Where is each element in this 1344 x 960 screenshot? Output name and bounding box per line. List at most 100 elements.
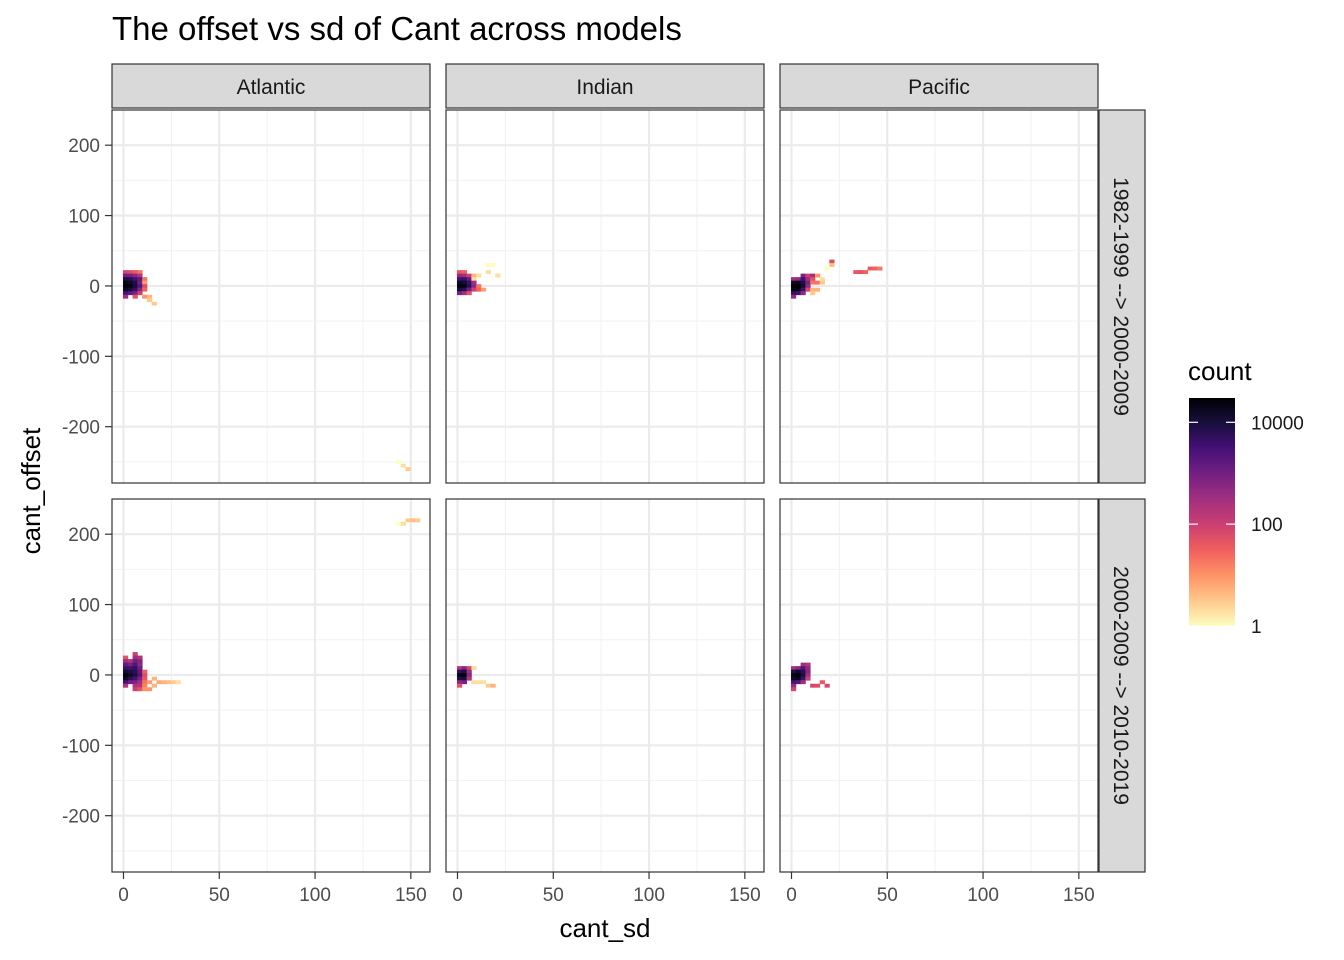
heatmap-cell: [457, 277, 463, 282]
grid-lines: [446, 110, 764, 483]
heatmap-cell: [410, 518, 416, 523]
heatmap-cell: [810, 683, 816, 688]
heatmap-cell: [142, 676, 148, 681]
heatmap-cell: [127, 284, 133, 289]
heatmap-cell: [395, 521, 402, 526]
legend-break-label: 1: [1251, 617, 1262, 638]
heatmap-cell: [127, 287, 133, 292]
strip-label-atlantic: Atlantic: [237, 76, 306, 99]
panel-indian-row-1: [445, 109, 765, 484]
heatmap-cell: [466, 673, 472, 678]
heatmap-cell: [151, 676, 157, 681]
heatmap-cell: [805, 676, 811, 681]
heatmap-cell: [814, 287, 821, 292]
heatmap-cell: [466, 666, 472, 671]
heatmap-cell: [476, 680, 482, 685]
heatmap-cell: [161, 680, 167, 685]
strip-label-row-1: 1982-1999 --> 2000-2009: [1109, 177, 1132, 416]
heatmap-cell: [476, 287, 482, 292]
panel-border: [445, 498, 765, 873]
panel-atlantic-row-2: [111, 498, 431, 873]
heatmap-cell: [127, 666, 133, 671]
panel-background: [780, 110, 1098, 483]
heatmap-cell: [137, 277, 143, 282]
heatmap-cell: [137, 683, 143, 688]
heatmap-cell: [791, 280, 797, 285]
facet-strips: Atlantic Indian Pacific 1982-1999 --> 2000-…: [111, 63, 1146, 873]
heatmap-cell: [461, 270, 467, 275]
grid-lines: [112, 499, 430, 872]
heatmap-cell: [867, 266, 873, 271]
heatmap-cell: [791, 277, 797, 282]
heatmap-cell: [805, 666, 811, 671]
heatmap-cell: [123, 680, 129, 685]
heatmap-cell: [800, 287, 806, 292]
heatmap-cell: [137, 676, 143, 681]
heatmap-cell: [471, 284, 477, 289]
heatmap-cell: [471, 287, 477, 292]
heatmap-cell: [800, 676, 806, 681]
y-axis-label: cant_offset: [16, 427, 46, 555]
heatmap-cell: [132, 284, 138, 289]
strip-label-indian: Indian: [576, 76, 633, 99]
heatmap-cell: [485, 263, 491, 267]
heatmap-cell: [132, 676, 138, 681]
heatmap-cell: [137, 669, 143, 674]
panel-border: [779, 109, 1099, 484]
heatmap-cell: [858, 270, 864, 275]
heatmap-cell: [471, 666, 477, 671]
heatmap-cell: [814, 280, 821, 285]
heatmap-cell: [127, 669, 133, 674]
heatmap-cell: [466, 273, 472, 278]
y-tick-label: -200: [62, 418, 100, 439]
heatmap-cell: [791, 676, 797, 681]
panel-background: [780, 499, 1098, 872]
heatmap-cell: [795, 280, 801, 285]
heatmap-cell: [457, 291, 463, 296]
heatmap-cell: [480, 287, 487, 292]
heatmap-cell: [791, 683, 797, 688]
heatmap-cell: [457, 676, 463, 681]
heatmap-cell: [805, 273, 811, 278]
heatmap-cell: [457, 270, 463, 275]
heatmap-cell: [142, 673, 148, 678]
heatmap-cell: [132, 687, 138, 692]
heatmap-cell: [132, 673, 138, 678]
heatmap-cell: [123, 676, 129, 681]
heatmap-cell: [400, 521, 406, 526]
heatmap-cell: [146, 298, 153, 303]
heatmap-cell: [175, 680, 181, 685]
heatmap-cell: [132, 291, 138, 296]
heatmap-cell: [170, 680, 177, 685]
heatmap-cell: [791, 669, 797, 674]
heatmap-cell: [457, 669, 463, 674]
heatmap-cell: [146, 687, 153, 692]
legend-break-label: 10000: [1251, 413, 1304, 434]
heatmap-cell: [415, 518, 421, 523]
heatmap-cell: [127, 270, 133, 275]
heatmap-cell: [166, 680, 172, 685]
legend-break-label: 100: [1251, 515, 1283, 536]
heatmap-cell: [480, 680, 487, 685]
heatmap-cell: [814, 683, 821, 688]
heatmap-cells: [123, 270, 411, 472]
heatmap-cell: [137, 270, 143, 275]
heatmap-cell: [862, 270, 869, 275]
facet-panels: [111, 109, 1099, 873]
heatmap-cell: [142, 680, 148, 685]
heatmap-cell: [457, 680, 463, 685]
heatmap-cell: [137, 659, 143, 664]
heatmap-cell: [805, 287, 811, 292]
heatmap-cell: [461, 666, 467, 671]
heatmap-cell: [132, 287, 138, 292]
heatmap-cell: [123, 277, 129, 282]
heatmap-cell: [810, 280, 816, 285]
heatmap-cell: [132, 294, 138, 299]
heatmap-cell: [795, 669, 801, 674]
x-tick-label: 100: [633, 885, 665, 906]
x-tick-label: 150: [729, 885, 761, 906]
heatmap-cell: [485, 270, 491, 275]
heatmap-cell: [810, 277, 816, 282]
panel-background: [446, 499, 764, 872]
heatmap-cell: [824, 266, 830, 271]
